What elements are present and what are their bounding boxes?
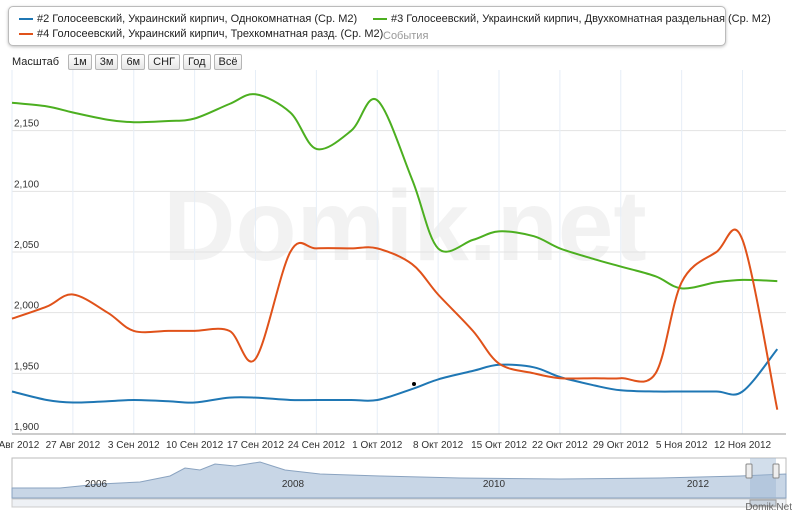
- x-axis: 20 Авг 2012 27 Авг 2012 3 Сен 2012 10 Сен 2…: [0, 433, 786, 451]
- zoom-1m-button[interactable]: 1м: [68, 54, 92, 70]
- zoom-year-button[interactable]: Год: [182, 54, 211, 70]
- navigator-year-label: 2010: [483, 479, 506, 490]
- legend-label: #2 Голосеевский, Украинский кирпич, Одно…: [37, 13, 358, 25]
- x-tick-label: 29 Окт 2012: [593, 440, 649, 451]
- series-line-2[interactable]: [11, 93, 778, 290]
- legend-item-series-2[interactable]: #2 Голосеевский, Украинский кирпич, Одно…: [19, 13, 357, 25]
- x-tick-label: 12 Ноя 2012: [714, 440, 772, 451]
- series-line-3[interactable]: [11, 228, 779, 410]
- legend: #2 Голосеевский, Украинский кирпич, Одно…: [8, 6, 771, 46]
- navigator-handle-left-icon[interactable]: [745, 463, 753, 479]
- legend-line-icon: [19, 18, 33, 20]
- zoom-label: Масштаб: [12, 56, 60, 68]
- y-tick-label: 2,100: [14, 179, 39, 190]
- site-credit[interactable]: Domik.Net: [745, 502, 792, 513]
- navigator-scrollbar-thumb[interactable]: [749, 499, 777, 507]
- y-tick-label: 1,950: [14, 361, 39, 372]
- x-tick-label: 24 Сен 2012: [288, 440, 346, 451]
- y-tick-label: 2,150: [14, 119, 39, 130]
- navigator-year-label: 2012: [687, 479, 710, 490]
- x-tick-label: 22 Окт 2012: [532, 440, 588, 451]
- watermark-text: Domik.net: [163, 170, 646, 282]
- x-tick-label: 20 Авг 2012: [0, 440, 40, 451]
- zoom-6m-button[interactable]: 6м: [121, 54, 146, 70]
- legend-item-series-4[interactable]: #4 Голосеевский, Украинский кирпич, Трех…: [19, 28, 383, 40]
- zoom-all-button[interactable]: Всё: [213, 54, 243, 70]
- navigator[interactable]: 2006 2008 2010 2012: [11, 457, 787, 508]
- x-tick-label: 27 Авг 2012: [46, 440, 101, 451]
- x-tick-label: 5 Ноя 2012: [656, 440, 708, 451]
- y-tick-label: 2,000: [14, 301, 39, 312]
- y-tick-label: 1,900: [14, 422, 39, 433]
- grid: [11, 70, 786, 435]
- x-tick-label: 17 Сен 2012: [227, 440, 285, 451]
- events-label[interactable]: События: [383, 30, 429, 42]
- legend-item-series-3[interactable]: #3 Голосеевский, Украинский кирпич, Двух…: [373, 13, 771, 25]
- x-tick-label: 15 Окт 2012: [471, 440, 527, 451]
- x-tick-label: 1 Окт 2012: [352, 440, 403, 451]
- navigator-handle-right-icon[interactable]: [772, 463, 780, 479]
- y-tick-label: 2,050: [14, 240, 39, 251]
- y-axis: 1,900 1,950 2,000 2,050 2,100 2,150: [14, 119, 39, 433]
- x-tick-label: 3 Сен 2012: [108, 440, 160, 451]
- zoom-bar: Масштаб 1м 3м 6м СНГ Год Всё: [12, 54, 243, 70]
- legend-line-icon: [373, 18, 387, 20]
- zoom-ytd-button[interactable]: СНГ: [148, 54, 180, 70]
- legend-label: #4 Голосеевский, Украинский кирпич, Трех…: [37, 28, 384, 40]
- x-tick-label: 10 Сен 2012: [166, 440, 224, 451]
- event-marker[interactable]: [412, 382, 416, 386]
- series-line-1[interactable]: [11, 348, 779, 404]
- x-tick-label: 8 Окт 2012: [413, 440, 464, 451]
- navigator-year-label: 2006: [85, 479, 108, 490]
- legend-line-icon: [19, 33, 33, 35]
- navigator-year-label: 2008: [282, 479, 305, 490]
- legend-label: #3 Голосеевский, Украинский кирпич, Двух…: [391, 13, 771, 25]
- navigator-scrollbar[interactable]: [11, 498, 787, 508]
- zoom-3m-button[interactable]: 3м: [94, 54, 119, 70]
- navigator-selection[interactable]: [750, 458, 776, 498]
- navigator-area: [11, 461, 787, 499]
- series-group: [11, 93, 779, 410]
